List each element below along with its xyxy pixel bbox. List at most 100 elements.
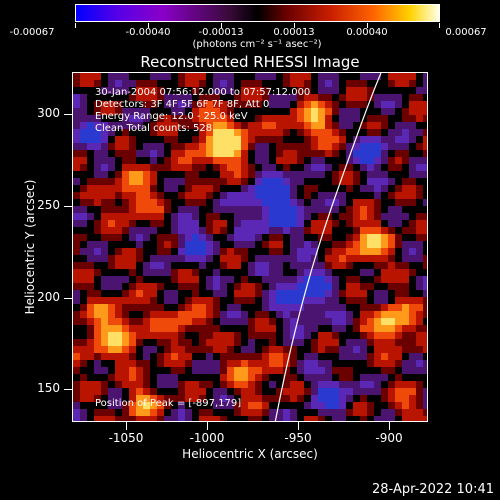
heatmap-cell xyxy=(248,206,255,213)
heatmap-cell xyxy=(339,143,346,150)
heatmap-cell xyxy=(381,206,388,213)
heatmap-cell xyxy=(248,129,255,136)
heatmap-cell xyxy=(276,185,283,192)
heatmap-cell xyxy=(192,206,199,213)
heatmap-cell xyxy=(157,360,164,367)
heatmap-cell xyxy=(360,150,367,157)
heatmap-cell xyxy=(297,304,304,311)
heatmap-cell xyxy=(318,185,325,192)
heatmap-cell xyxy=(199,185,206,192)
heatmap-cell xyxy=(339,220,346,227)
heatmap-cell xyxy=(304,87,311,94)
heatmap-cell xyxy=(332,234,339,241)
heatmap-cell xyxy=(241,157,248,164)
heatmap-cell xyxy=(80,374,87,381)
heatmap-cell xyxy=(276,262,283,269)
heatmap-cell xyxy=(381,241,388,248)
heatmap-cell xyxy=(290,374,297,381)
heatmap-cell xyxy=(304,94,311,101)
heatmap-cell xyxy=(241,367,248,374)
heatmap-cell xyxy=(94,108,101,115)
heatmap-cell xyxy=(374,108,381,115)
heatmap-cell xyxy=(304,325,311,332)
heatmap-cell xyxy=(255,311,262,318)
heatmap-cell xyxy=(178,255,185,262)
heatmap-cell xyxy=(129,262,136,269)
heatmap-cell xyxy=(94,381,101,388)
heatmap-cell xyxy=(213,290,220,297)
heatmap-cell xyxy=(206,381,213,388)
heatmap-cell xyxy=(325,73,332,80)
heatmap-cell xyxy=(87,262,94,269)
heatmap-cell xyxy=(283,80,290,87)
heatmap-cell xyxy=(374,311,381,318)
heatmap-cell xyxy=(339,374,346,381)
heatmap-cell xyxy=(332,374,339,381)
heatmap-cell xyxy=(255,416,262,421)
heatmap-cell xyxy=(73,199,80,206)
heatmap-cell xyxy=(269,381,276,388)
heatmap-cell xyxy=(87,367,94,374)
heatmap-cell xyxy=(304,227,311,234)
heatmap-cell xyxy=(381,360,388,367)
heatmap-cell xyxy=(409,395,416,402)
heatmap-cell xyxy=(94,297,101,304)
heatmap-cell xyxy=(367,206,374,213)
heatmap-cell xyxy=(157,122,164,129)
heatmap-cell xyxy=(199,220,206,227)
heatmap-cell xyxy=(199,276,206,283)
heatmap-cell xyxy=(276,283,283,290)
heatmap-cell xyxy=(276,346,283,353)
heatmap-cell xyxy=(318,395,325,402)
heatmap-cell xyxy=(290,283,297,290)
heatmap-cell xyxy=(402,115,409,122)
heatmap-cell xyxy=(122,248,129,255)
heatmap-cell xyxy=(346,136,353,143)
heatmap-cell xyxy=(206,185,213,192)
heatmap-cell xyxy=(143,248,150,255)
heatmap-cell xyxy=(297,241,304,248)
heatmap-cell xyxy=(297,234,304,241)
heatmap-cell xyxy=(248,108,255,115)
heatmap-cell xyxy=(178,199,185,206)
heatmap-cell xyxy=(311,374,318,381)
heatmap-cell xyxy=(241,325,248,332)
heatmap-cell xyxy=(262,304,269,311)
heatmap-cell xyxy=(374,262,381,269)
heatmap-cell xyxy=(157,220,164,227)
heatmap-cell xyxy=(381,304,388,311)
heatmap-cell xyxy=(395,122,402,129)
heatmap-cell xyxy=(227,353,234,360)
heatmap-cell xyxy=(199,339,206,346)
heatmap-cell xyxy=(129,150,136,157)
heatmap-cell xyxy=(80,157,87,164)
heatmap-cell xyxy=(381,87,388,94)
heatmap-cell xyxy=(94,360,101,367)
heatmap-cell xyxy=(220,206,227,213)
heatmap-cell xyxy=(122,276,129,283)
heatmap-cell xyxy=(213,262,220,269)
heatmap-cell xyxy=(150,367,157,374)
heatmap-cell xyxy=(171,353,178,360)
heatmap-cell xyxy=(108,255,115,262)
heatmap-cell xyxy=(185,234,192,241)
heatmap-cell xyxy=(353,374,360,381)
heatmap-cell xyxy=(164,227,171,234)
heatmap-cell xyxy=(178,234,185,241)
heatmap-cell xyxy=(213,143,220,150)
heatmap-cell xyxy=(290,304,297,311)
heatmap-cell xyxy=(269,269,276,276)
timestamp: 28-Apr-2022 10:41 xyxy=(372,482,494,497)
heatmap-cell xyxy=(374,157,381,164)
heatmap-cell xyxy=(227,395,234,402)
heatmap-cell xyxy=(108,402,115,409)
heatmap-cell xyxy=(122,402,129,409)
heatmap-cell xyxy=(374,171,381,178)
heatmap-cell xyxy=(241,178,248,185)
heatmap-cell xyxy=(339,122,346,129)
heatmap-cell xyxy=(269,178,276,185)
heatmap-cell xyxy=(423,185,427,192)
heatmap-cell xyxy=(423,164,427,171)
heatmap-cell xyxy=(115,164,122,171)
heatmap-cell xyxy=(80,276,87,283)
